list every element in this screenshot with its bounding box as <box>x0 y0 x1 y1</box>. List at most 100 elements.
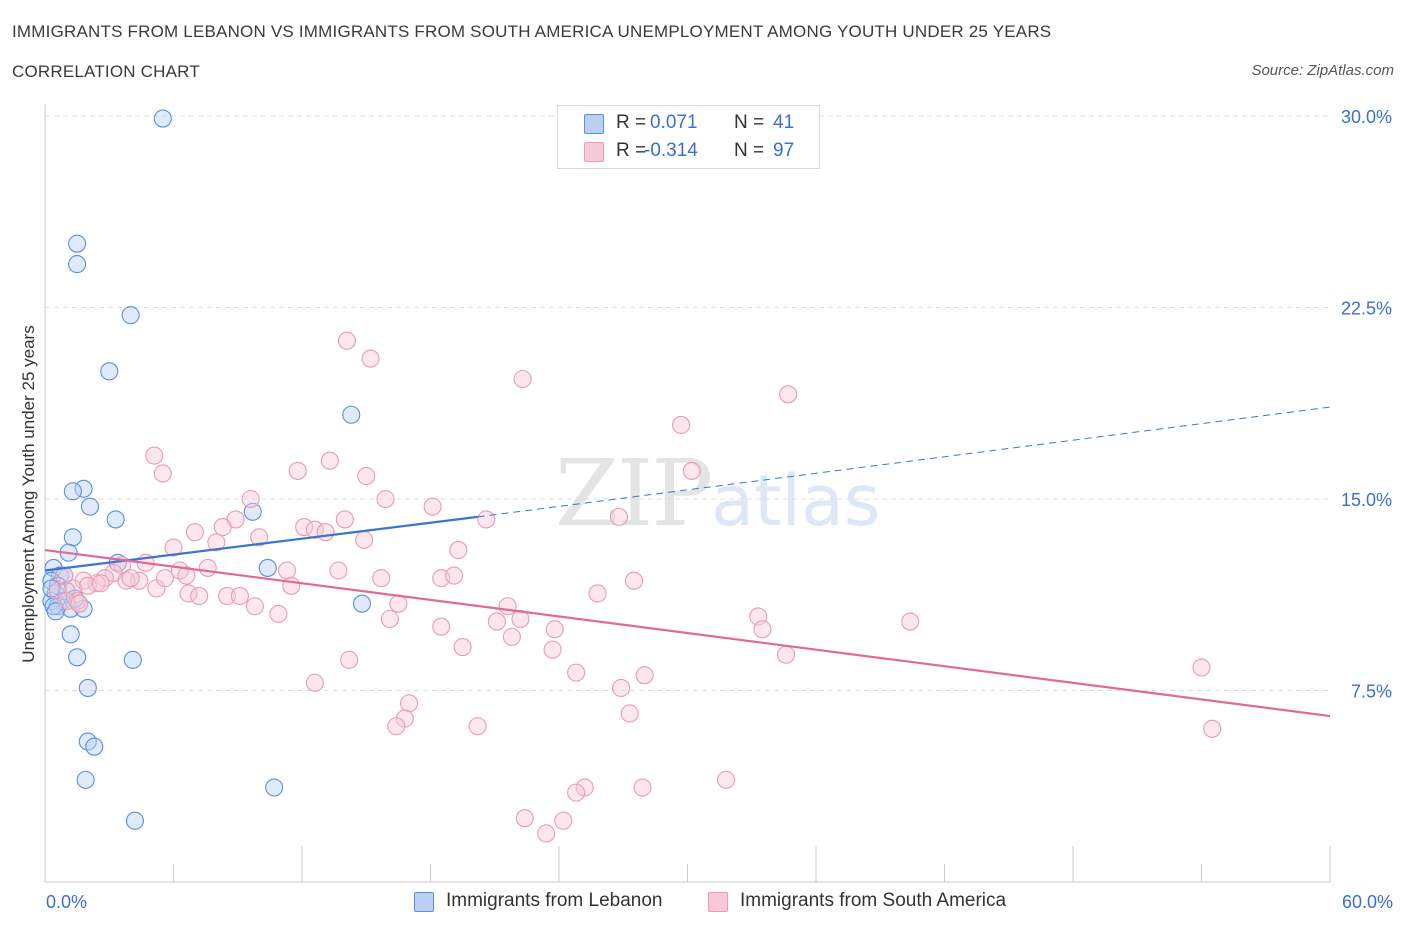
south-america-point <box>316 523 335 542</box>
south-america-point <box>487 612 506 631</box>
r-value: 0.071 <box>650 112 698 133</box>
lebanon-trendline-extension <box>477 406 1331 518</box>
lebanon-point <box>258 558 277 577</box>
lebanon-point <box>68 648 87 667</box>
south-america-point <box>423 497 442 516</box>
south-america-point <box>213 518 232 537</box>
south-america-point <box>567 783 586 802</box>
lebanon-point <box>63 482 82 501</box>
south-america-point <box>502 627 521 646</box>
south-america-point <box>554 811 573 830</box>
y-axis-label: Unemployment Among Youth under 25 years <box>19 325 38 662</box>
y-tick-label: 30.0% <box>1341 107 1392 127</box>
south-america-point <box>329 561 348 580</box>
south-america-point <box>513 369 532 389</box>
south-america-swatch <box>708 892 728 912</box>
south-america-point <box>153 464 172 483</box>
y-tick-label: 22.5% <box>1341 299 1392 319</box>
lebanon-point <box>85 737 104 756</box>
series-south-america-points <box>48 331 1222 843</box>
south-america-point <box>389 594 408 613</box>
south-america-point <box>380 609 399 629</box>
south-america-point <box>753 620 772 639</box>
y-tick-label: 15.0% <box>1341 490 1392 510</box>
south-america-point <box>609 507 629 526</box>
chart-subtitle: CORRELATION CHART <box>12 62 200 81</box>
south-america-point <box>357 466 376 486</box>
trend-layer <box>44 406 1331 718</box>
south-america-point <box>682 461 701 480</box>
south-america-point <box>145 446 164 465</box>
n-label: N = <box>734 140 765 161</box>
south-america-trendline <box>44 548 1331 718</box>
r-label: R = <box>616 140 647 161</box>
south-america-point <box>776 645 796 664</box>
south-america-point <box>177 566 196 585</box>
south-america-point <box>376 489 395 509</box>
south-america-point <box>179 584 198 603</box>
south-america-point <box>355 530 374 549</box>
south-america-point <box>672 415 691 435</box>
south-america-point <box>901 612 920 631</box>
lebanon-point <box>63 528 82 547</box>
south-america-point <box>432 617 451 636</box>
x-tick-label: 60.0% <box>1342 892 1393 912</box>
south-america-point <box>217 586 237 606</box>
r-value: -0.314 <box>644 140 698 161</box>
south-america-point <box>277 561 297 580</box>
lebanon-point <box>68 255 87 274</box>
series-lebanon-points <box>42 109 372 830</box>
stats-legend: R = 0.071 N = 41 R = -0.314 N = 97 <box>557 105 820 169</box>
south-america-point <box>282 576 301 595</box>
south-america-point <box>340 650 359 669</box>
n-label: N = <box>734 112 765 133</box>
south-america-point <box>207 533 226 552</box>
south-america-point <box>155 569 174 588</box>
lebanon-point <box>61 625 80 644</box>
south-america-point <box>337 331 357 350</box>
south-america-point <box>716 770 736 789</box>
lebanon-point <box>121 306 140 325</box>
axis-layer <box>44 104 1331 883</box>
lebanon-point <box>100 362 119 381</box>
south-america-point <box>779 385 798 404</box>
south-america-point <box>498 597 517 616</box>
south-america-point <box>545 620 564 639</box>
south-america-point <box>320 451 339 470</box>
south-america-point <box>468 717 487 736</box>
south-america-point <box>635 666 654 685</box>
south-america-point <box>515 809 534 828</box>
south-america-point <box>91 574 110 593</box>
south-america-point <box>453 638 472 657</box>
south-america-point <box>372 569 391 588</box>
lebanon-point <box>153 109 172 128</box>
y-tick-label: 7.5% <box>1351 682 1392 702</box>
south-america-point <box>269 604 288 623</box>
south-america-point <box>164 538 183 557</box>
lebanon-point <box>74 479 93 498</box>
south-america-point <box>449 541 468 560</box>
south-america-point <box>575 778 594 797</box>
south-america-point <box>612 678 631 697</box>
south-america-point <box>250 528 269 547</box>
n-value: 41 <box>773 112 795 133</box>
lebanon-point <box>78 678 97 697</box>
south-america-point <box>305 673 324 692</box>
south-america-point <box>241 489 260 509</box>
lebanon-swatch <box>584 114 604 134</box>
south-america-point <box>245 597 264 616</box>
south-america-point <box>400 694 419 713</box>
lebanon-point <box>123 650 142 669</box>
legend-label: Immigrants from Lebanon <box>446 890 663 911</box>
south-america-point <box>567 663 586 682</box>
south-america-point <box>190 586 209 606</box>
lebanon-point <box>76 770 95 789</box>
label-layer: 7.5% 15.0% 22.5% 30.0% 0.0% 60.0% Unemployment… <box>19 107 1393 912</box>
x-tick-label: 0.0% <box>46 892 87 912</box>
south-america-point <box>445 566 464 585</box>
south-america-point <box>70 594 89 613</box>
south-america-point <box>387 717 406 736</box>
south-america-point <box>633 778 652 797</box>
lebanon-swatch <box>414 892 434 912</box>
